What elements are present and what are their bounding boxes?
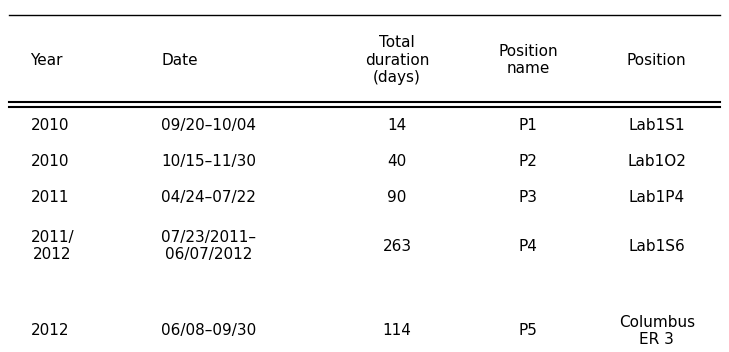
Text: Total
duration
(days): Total duration (days) — [365, 35, 429, 85]
Text: 2012: 2012 — [31, 323, 69, 338]
Text: Lab1O2: Lab1O2 — [628, 154, 686, 169]
Text: 07/23/2011–
06/07/2012: 07/23/2011– 06/07/2012 — [161, 230, 256, 262]
Text: Position
name: Position name — [498, 44, 558, 76]
Text: Position: Position — [627, 53, 687, 68]
Text: 09/20–10/04: 09/20–10/04 — [161, 118, 256, 133]
Text: Lab1P4: Lab1P4 — [628, 190, 685, 205]
Text: 2010: 2010 — [31, 154, 69, 169]
Text: Lab1S6: Lab1S6 — [628, 239, 685, 253]
Text: 2011: 2011 — [31, 190, 69, 205]
Text: P5: P5 — [518, 323, 537, 338]
Text: P2: P2 — [518, 154, 537, 169]
Text: Columbus
ER 3: Columbus ER 3 — [619, 315, 695, 347]
Text: Lab1S1: Lab1S1 — [628, 118, 685, 133]
Text: 2011/
2012: 2011/ 2012 — [31, 230, 74, 262]
Text: Year: Year — [31, 53, 63, 68]
Text: Date: Date — [161, 53, 198, 68]
Text: 2010: 2010 — [31, 118, 69, 133]
Text: 10/15–11/30: 10/15–11/30 — [161, 154, 256, 169]
Text: 06/08–09/30: 06/08–09/30 — [161, 323, 257, 338]
Text: P4: P4 — [518, 239, 537, 253]
Text: P3: P3 — [518, 190, 537, 205]
Text: 14: 14 — [388, 118, 407, 133]
Text: 40: 40 — [388, 154, 407, 169]
Text: 263: 263 — [383, 239, 412, 253]
Text: P1: P1 — [518, 118, 537, 133]
Text: 04/24–07/22: 04/24–07/22 — [161, 190, 256, 205]
Text: 114: 114 — [383, 323, 412, 338]
Text: 90: 90 — [388, 190, 407, 205]
